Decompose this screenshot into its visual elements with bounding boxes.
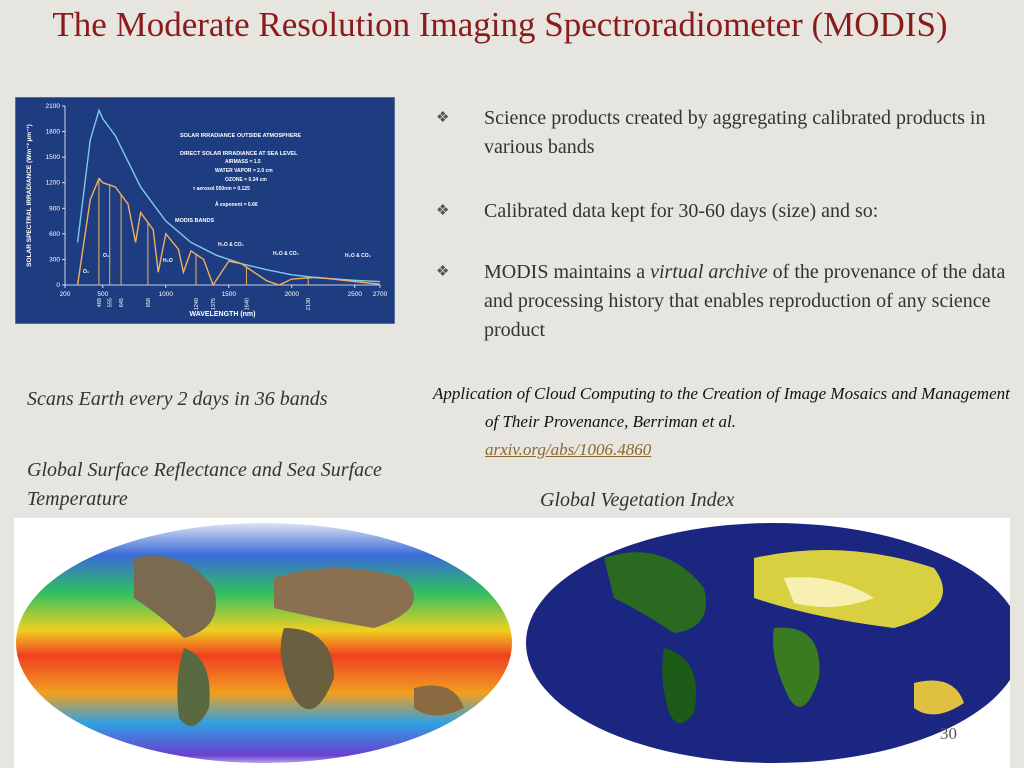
annotation: H₂O & CO₂ xyxy=(273,251,299,257)
band-label: 1240 xyxy=(194,298,200,310)
annotation: O₂ xyxy=(83,269,89,275)
y-tick-label: 2100 xyxy=(46,103,61,110)
annotation: H₂O & CO₂ xyxy=(345,253,371,259)
annotation: MODIS BANDS xyxy=(175,218,214,224)
citation-text: Application of Cloud Computing to the Cr… xyxy=(433,384,1010,431)
x-tick-label: 200 xyxy=(60,291,71,298)
bullet: Science products created by aggregating … xyxy=(436,104,1011,162)
citation-link[interactable]: arxiv.org/abs/1006.4860 xyxy=(485,440,652,459)
bullet: MODIS maintains a virtual archive of the… xyxy=(436,258,1011,345)
band-label: 1640 xyxy=(244,298,250,310)
y-tick-label: 1800 xyxy=(46,129,61,136)
band-label: 645 xyxy=(119,298,125,307)
bullet-text: of the provenance of the data and proces… xyxy=(484,261,1006,341)
y-tick-label: 300 xyxy=(49,256,60,263)
x-tick-label: 1500 xyxy=(222,291,237,298)
series-line xyxy=(76,108,381,283)
caption: Global Vegetation Index xyxy=(540,489,735,511)
annotation: WATER VAPOR = 2.0 cm xyxy=(215,168,273,174)
x-tick-label: 2700 xyxy=(373,291,388,298)
annotation: O₃ xyxy=(103,253,110,259)
page-number: 30 xyxy=(940,724,957,743)
band-label: 469 xyxy=(97,298,103,307)
annotation: τ aerosol 550nm = 0.125 xyxy=(193,186,250,192)
series-line xyxy=(76,177,381,287)
figure-background xyxy=(15,97,395,324)
bullet-text: Calibrated data kept for 30-60 days (siz… xyxy=(484,200,879,222)
bullet-text: MODIS maintains a xyxy=(484,261,651,283)
y-tick-label: 1500 xyxy=(46,154,61,161)
annotation: H₂O & CO₂ xyxy=(218,242,244,248)
bullet-emphasis: virtual archive xyxy=(650,261,768,283)
y-tick-label: 1200 xyxy=(46,180,61,187)
bullet-text: Science products created by aggregating … xyxy=(484,107,986,158)
band-label: 555 xyxy=(108,298,114,307)
band-label: 858 xyxy=(146,298,152,307)
sst-map xyxy=(16,523,512,763)
x-tick-label: 1000 xyxy=(159,291,174,298)
annotation: OZONE = 0.34 cm xyxy=(225,177,267,183)
x-tick-label: 2500 xyxy=(348,291,363,298)
annotation: SOLAR IRRADIANCE OUTSIDE ATMOSPHERE xyxy=(180,133,301,139)
y-tick-label: 600 xyxy=(49,231,60,238)
spectrum-figure: 0 300 600 900 1200 1500 1800 2100 200 500 1000 1500… xyxy=(15,97,395,324)
caption: Global Surface Reflectance and Sea Surfa… xyxy=(27,459,382,510)
annotation: AIRMASS = 1.5 xyxy=(225,159,261,165)
annotation: DIRECT SOLAR IRRADIANCE AT SEA LEVEL xyxy=(180,151,298,157)
y-tick-label: 900 xyxy=(49,205,60,212)
x-tick-label: 500 xyxy=(97,291,108,298)
y-tick-label: 0 xyxy=(56,282,60,289)
band-label: 2130 xyxy=(306,298,312,310)
annotation: H₂O xyxy=(163,258,173,264)
x-axis-label: WAVELENGTH (nm) xyxy=(190,311,256,318)
slide-title: The Moderate Resolution Imaging Spectror… xyxy=(52,5,948,44)
x-tick-label: 2000 xyxy=(285,291,300,298)
annotation: Å exponent = 0.66 xyxy=(215,201,258,208)
bullet: Calibrated data kept for 30-60 days (siz… xyxy=(436,197,1011,226)
citation: Application of Cloud Computing to the Cr… xyxy=(433,380,1013,464)
caption: Scans Earth every 2 days in 36 bands xyxy=(27,388,328,410)
band-label: 1375 xyxy=(211,298,217,310)
y-axis-label: SOLAR SPECTRAL IRRADIANCE (Wm⁻² µm⁻¹) xyxy=(26,124,33,267)
maps xyxy=(14,518,1010,768)
vegetation-map xyxy=(526,523,1010,763)
